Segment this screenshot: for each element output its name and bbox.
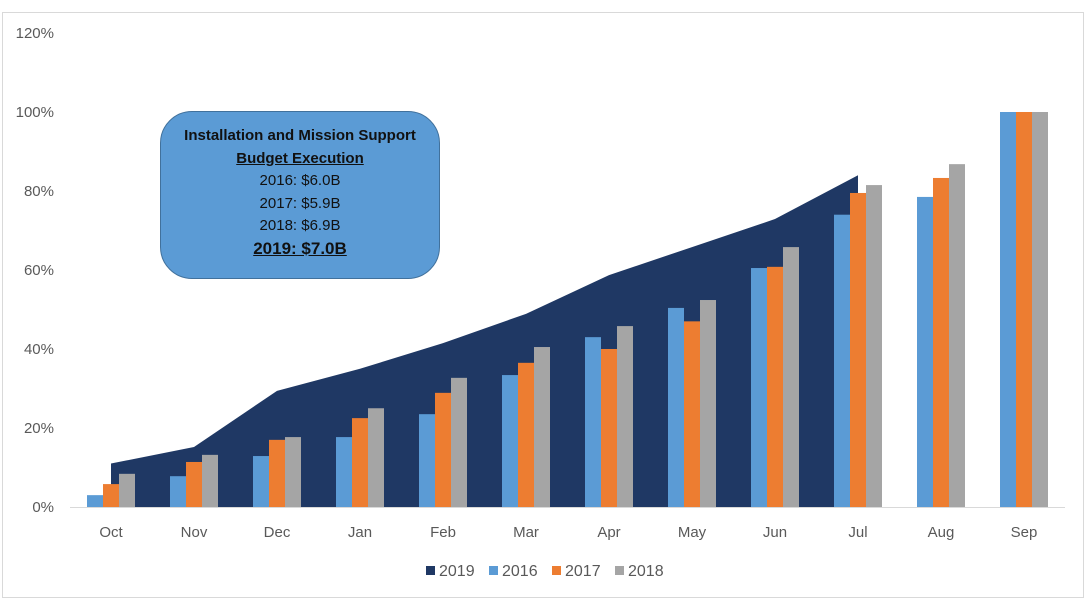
legend-swatch-2018: [615, 566, 624, 575]
bar-2017-Jun: [767, 266, 783, 507]
bar-2018-Jun: [783, 247, 799, 507]
legend-swatch-2017: [552, 566, 561, 575]
x-tick-label: Oct: [99, 524, 123, 541]
bar-2018-Jul: [866, 185, 882, 507]
legend-swatch-2019: [426, 566, 435, 575]
bar-2016-Apr: [585, 337, 601, 507]
annotation-2017: 2017: $5.9B: [259, 194, 341, 212]
bar-2016-Mar: [502, 375, 518, 507]
x-tick-label: Feb: [430, 524, 456, 541]
bar-2018-Feb: [451, 377, 467, 507]
annotation-2018: 2018: $6.9B: [259, 217, 341, 234]
annotation-2016: 2016: $6.0B: [259, 172, 341, 189]
y-tick-label: 120%: [16, 25, 54, 42]
bar-2017-Aug: [933, 177, 949, 507]
bar-2016-May: [668, 307, 684, 507]
x-tick-label: Nov: [181, 524, 208, 541]
legend-label-2019: 2019: [439, 563, 475, 580]
legend-label-2017: 2017: [565, 563, 601, 580]
bar-2017-Apr: [601, 349, 617, 507]
annotation-2019: 2019: $7.0B: [253, 238, 347, 258]
bar-2017-Dec: [269, 439, 285, 507]
x-tick-label: Mar: [513, 524, 539, 541]
y-tick-label: 100%: [16, 104, 54, 121]
x-tick-label: Sep: [1011, 524, 1038, 541]
x-tick-label: Apr: [597, 524, 620, 541]
bar-2016-Jul: [834, 214, 850, 507]
bar-2016-Dec: [253, 456, 269, 507]
legend-label-2018: 2018: [628, 563, 664, 580]
bar-2016-Jun: [751, 268, 767, 507]
x-tick-label: Jul: [848, 524, 867, 541]
bar-2016-Oct: [87, 495, 103, 507]
annotation-subtitle: Budget Execution: [236, 149, 364, 167]
bar-2017-Feb: [435, 392, 451, 507]
bar-2018-Apr: [617, 326, 633, 507]
bar-2017-Nov: [186, 461, 202, 507]
legend-label-2016: 2016: [502, 563, 538, 580]
bar-2018-May: [700, 300, 716, 507]
legend-swatch-2016: [489, 566, 498, 575]
y-tick-label: 40%: [24, 341, 54, 358]
x-tick-label: May: [678, 524, 707, 541]
annotation-title: Installation and Mission Support: [184, 127, 416, 144]
y-tick-label: 20%: [24, 420, 54, 437]
bar-2016-Sep: [1000, 112, 1016, 507]
bar-2017-Mar: [518, 362, 534, 507]
bar-2018-Aug: [949, 164, 965, 507]
chart-frame: [2, 12, 1084, 598]
bar-2017-Jan: [352, 418, 368, 507]
bar-2018-Oct: [119, 473, 135, 507]
x-tick-label: Dec: [264, 524, 291, 541]
y-tick-label: 0%: [32, 499, 54, 516]
bar-2016-Jan: [336, 437, 352, 507]
y-tick-label: 80%: [24, 183, 54, 200]
bar-2017-May: [684, 321, 700, 507]
bar-2018-Nov: [202, 454, 218, 507]
bar-2016-Aug: [917, 196, 933, 508]
x-tick-label: Jan: [348, 524, 372, 541]
bar-2018-Sep: [1032, 112, 1048, 507]
bar-2018-Dec: [285, 437, 301, 507]
bar-2018-Mar: [534, 347, 550, 507]
bar-2017-Jul: [850, 192, 866, 507]
bar-2016-Feb: [419, 414, 435, 507]
bar-2016-Nov: [170, 476, 186, 507]
x-tick-label: Jun: [763, 524, 787, 541]
bar-2017-Oct: [103, 484, 119, 507]
x-tick-label: Aug: [928, 524, 955, 541]
bar-2018-Jan: [368, 408, 384, 507]
annotation-box: Installation and Mission Support Budget …: [160, 111, 440, 279]
bar-2017-Sep: [1016, 112, 1032, 507]
y-tick-label: 60%: [24, 262, 54, 279]
